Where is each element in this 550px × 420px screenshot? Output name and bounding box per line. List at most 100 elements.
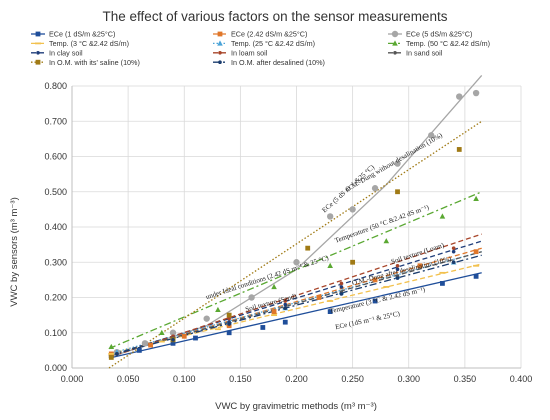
data-point — [226, 330, 232, 336]
data-point — [391, 30, 399, 38]
data-point — [383, 286, 390, 288]
legend-label: In loam soil — [231, 48, 268, 57]
data-point — [214, 328, 221, 331]
data-point — [271, 283, 277, 290]
data-point — [217, 31, 223, 37]
data-point — [181, 333, 187, 339]
axes: 0.000 0.100 0.200 0.300 0.400 0.500 0.600 0.700… — [44, 81, 532, 384]
legend-item: ECe (1 dS/m &25°C) — [31, 30, 115, 39]
data-point — [339, 281, 344, 286]
data-point — [215, 306, 221, 313]
data-point — [283, 302, 288, 307]
data-point — [217, 40, 223, 46]
chart-title: The effect of various factors on the sen… — [103, 9, 448, 24]
data-point — [170, 340, 176, 346]
data-point — [473, 195, 479, 201]
data-point — [372, 277, 378, 283]
data-point — [417, 263, 423, 269]
y-tick-label: 0.700 — [44, 116, 67, 126]
data-point — [193, 335, 198, 341]
legend-label: ECe (1 dS/m &25°C) — [49, 30, 115, 39]
legend-label: ECe (2.42 dS/m &25°C) — [231, 30, 307, 39]
x-tick-label: 0.250 — [341, 374, 364, 384]
data-point — [395, 267, 400, 272]
trend-line-7 — [108, 233, 482, 359]
data-point — [383, 238, 390, 244]
data-point — [451, 249, 456, 254]
data-point — [339, 292, 344, 296]
y-tick-label: 0.100 — [44, 328, 67, 338]
data-point — [349, 206, 356, 213]
data-point — [203, 315, 210, 322]
data-point — [141, 340, 149, 347]
y-axis-label: VWC by sensors (m³ m⁻³) — [9, 197, 20, 307]
data-point — [339, 285, 344, 289]
data-point — [271, 314, 278, 317]
x-tick-label: 0.050 — [117, 374, 140, 384]
data-point — [326, 213, 334, 220]
data-point — [472, 89, 480, 97]
data-point — [394, 160, 401, 167]
legend-item: Temp. (50 °C &2.42 dS/m) — [388, 39, 490, 48]
data-point — [171, 338, 175, 342]
legend-item: In sand soil — [388, 48, 443, 57]
data-point — [451, 246, 456, 250]
data-point — [283, 299, 288, 303]
data-point — [395, 189, 400, 195]
data-point — [293, 259, 300, 266]
y-tick-label: 0.000 — [44, 363, 67, 373]
data-point — [35, 42, 41, 45]
data-point — [305, 245, 311, 251]
data-point — [456, 147, 462, 152]
data-point — [395, 276, 400, 280]
data-point — [36, 51, 40, 55]
legend-label: In O.M. with its' saline (10%) — [49, 58, 140, 67]
legend-label: In sand soil — [406, 48, 443, 57]
y-tick-label: 0.600 — [44, 152, 67, 162]
data-point — [473, 249, 479, 255]
y-tick-label: 0.800 — [44, 81, 67, 91]
data-point — [108, 355, 114, 360]
trend-line-5 — [108, 191, 482, 350]
data-point — [395, 263, 400, 268]
legend: ECe (1 dS/m &25°C) ECe (2.42 dS/m &25°C) E… — [31, 30, 490, 67]
x-tick-label: 0.400 — [510, 374, 533, 384]
data-point — [35, 59, 41, 65]
legend-label: In clay soil — [49, 48, 83, 57]
data-point — [371, 185, 379, 192]
data-point — [327, 309, 333, 314]
data-point — [440, 281, 445, 286]
data-point — [451, 260, 456, 265]
legend-label: Temp. (50 °C &2.42 dS/m) — [406, 39, 490, 48]
data-point — [439, 271, 446, 274]
data-point — [372, 298, 378, 304]
data-point — [283, 306, 288, 310]
x-tick-label: 0.200 — [285, 374, 308, 384]
y-tick-label: 0.200 — [44, 293, 67, 303]
trend-line-9 — [108, 120, 483, 369]
x-axis-label: VWC by gravimetric methods (m³ m⁻³) — [215, 401, 377, 412]
data-point — [282, 319, 288, 325]
legend-item: In clay soil — [31, 48, 83, 57]
data-point — [439, 213, 446, 219]
data-point — [169, 329, 177, 336]
data-point — [473, 273, 479, 279]
data-point — [227, 316, 231, 321]
legend-item: ECe (5 dS/m &25°C) — [388, 30, 472, 39]
x-tick-label: 0.150 — [229, 374, 252, 384]
data-point — [392, 40, 398, 46]
data-point — [350, 259, 356, 265]
data-point — [158, 340, 165, 343]
data-point — [148, 342, 153, 348]
legend-label: Temp. (3 °C &2.42 dS/m) — [49, 39, 129, 48]
legend-item: Temp. (3 °C &2.42 dS/m) — [31, 39, 129, 48]
x-tick-label: 0.100 — [173, 374, 196, 384]
trend-lines — [108, 74, 483, 369]
legend-item: Temp. (25 °C &2.42 dS/m) — [213, 39, 315, 48]
legend-item: In O.M. after desalined (10%) — [213, 58, 325, 67]
data-point — [316, 295, 322, 300]
data-point — [327, 262, 333, 268]
data-point — [473, 264, 480, 267]
